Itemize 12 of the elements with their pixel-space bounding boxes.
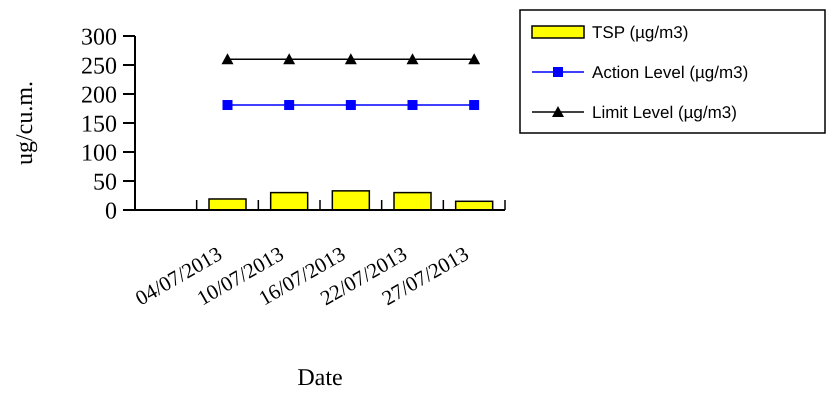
y-tick-label: 150	[81, 111, 117, 138]
y-tick-label: 300	[81, 24, 117, 50]
y-tick-label: 250	[81, 53, 117, 80]
y-tick-label: 0	[105, 198, 117, 224]
legend-label: TSP (µg/m3)	[592, 22, 688, 42]
legend-label: Action Level (µg/m3)	[592, 62, 748, 82]
x-axis-title: Date	[297, 365, 343, 391]
y-tick-label: 50	[93, 169, 117, 196]
y-tick-label: 200	[81, 82, 117, 108]
legend-label: Limit Level (µg/m3)	[592, 102, 737, 122]
y-tick-label: 100	[81, 140, 117, 166]
y-axis-title: ug/cu.m.	[12, 81, 38, 165]
